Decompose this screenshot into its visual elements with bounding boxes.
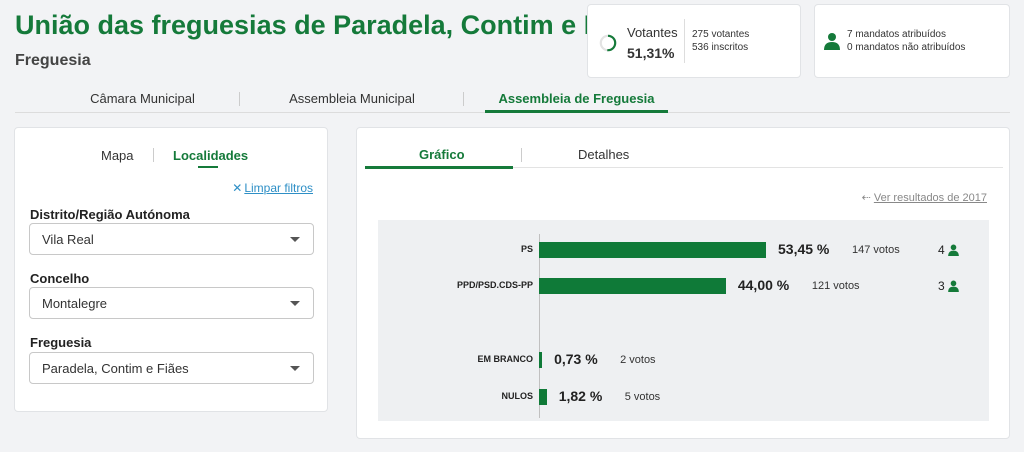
result-bar	[539, 242, 766, 258]
tab-divider	[153, 148, 154, 162]
result-votes: 5 votos	[624, 391, 661, 403]
tab-divider	[521, 148, 522, 162]
result-bar	[539, 389, 547, 405]
clear-filters-link[interactable]: ✕ Limpar filtros	[232, 181, 313, 195]
parish-value: Paradela, Contim e Fiães	[42, 361, 189, 376]
results-chart: PS 53,45 % 147 votos 4 PPD/PSD.CDS-PP 44,00 %…	[378, 220, 989, 421]
district-label: Distrito/Região Autónoma	[30, 207, 190, 222]
tab-mapa[interactable]: Mapa	[101, 148, 134, 163]
person-icon	[948, 280, 959, 292]
parish-select[interactable]: Paradela, Contim e Fiães	[29, 352, 314, 384]
municipality-value: Montalegre	[42, 296, 108, 311]
district-value: Vila Real	[42, 232, 94, 247]
main-tabs: Câmara Municipal Assembleia Municipal As…	[15, 87, 1010, 113]
active-tab-indicator	[198, 166, 218, 168]
page-title: União das freguesias de Paradela, Contim…	[15, 10, 653, 40]
result-votes: 2 votos	[620, 354, 656, 366]
turnout-label: Votantes	[627, 25, 678, 40]
result-percent: 53,45 %	[778, 241, 830, 257]
active-tab-indicator	[365, 166, 513, 169]
chevron-down-icon	[290, 366, 300, 371]
seat-count: 4	[938, 243, 945, 257]
seats-card: 7 mandatos atribuídos 0 mandatos não atr…	[814, 4, 1010, 78]
arrow-left-icon: ⇠	[861, 192, 874, 204]
clear-filters-label: Limpar filtros	[244, 181, 313, 195]
party-label: PS	[520, 244, 533, 254]
parish-label: Freguesia	[30, 335, 92, 350]
registered-count: 536 inscritos	[692, 42, 749, 53]
chevron-down-icon	[290, 301, 300, 306]
active-tab-indicator	[485, 110, 668, 113]
seats-unassigned: 0 mandatos não atribuídos	[847, 42, 966, 53]
result-percent: 44,00 %	[737, 277, 790, 293]
district-select[interactable]: Vila Real	[29, 223, 314, 255]
close-icon: ✕	[232, 181, 243, 195]
chevron-down-icon	[290, 237, 300, 242]
tab-grafico[interactable]: Gráfico	[419, 147, 465, 162]
tab-localidades[interactable]: Localidades	[173, 148, 249, 163]
tabs-baseline	[365, 167, 1003, 168]
filters-panel: Mapa Localidades ✕ Limpar filtros Distrit…	[14, 127, 328, 412]
tab-divider	[239, 92, 240, 106]
result-bar	[539, 352, 543, 368]
party-label: NULOS	[501, 391, 534, 401]
party-label: PPD/PSD.CDS-PP	[456, 280, 533, 290]
chart-axis	[539, 234, 540, 418]
tab-assembleia-municipal[interactable]: Assembleia Municipal	[289, 91, 415, 106]
turnout-card: Votantes 51,31% 275 votantes 536 inscrit…	[587, 4, 801, 78]
tab-divider	[463, 92, 464, 106]
turnout-percent: 51,31%	[627, 45, 675, 61]
page-subtitle: Freguesia	[15, 52, 91, 69]
tab-detalhes[interactable]: Detalhes	[578, 147, 630, 162]
party-label: EM BRANCO	[477, 354, 534, 364]
person-icon	[948, 244, 959, 256]
municipality-select[interactable]: Montalegre	[29, 287, 314, 319]
result-bar	[539, 278, 726, 294]
seat-count: 3	[938, 279, 945, 293]
result-votes: 121 votos	[811, 280, 860, 292]
tab-camara-municipal[interactable]: Câmara Municipal	[90, 91, 195, 106]
result-percent: 0,73 %	[554, 351, 598, 367]
previous-results-label: Ver resultados de 2017	[873, 192, 987, 204]
person-icon	[824, 33, 840, 50]
result-percent: 1,82 %	[558, 388, 603, 404]
results-panel: Gráfico Detalhes ⇠ Ver resultados de 201…	[356, 127, 1010, 439]
voters-count: 275 votantes	[692, 29, 750, 40]
tab-assembleia-freguesia[interactable]: Assembleia de Freguesia	[498, 91, 655, 106]
previous-results-link[interactable]: ⇠ Ver resultados de 2017	[862, 191, 987, 204]
result-votes: 147 votos	[852, 244, 900, 256]
seats-assigned: 7 mandatos atribuídos	[847, 29, 946, 40]
municipality-label: Concelho	[30, 271, 90, 286]
turnout-divider	[684, 19, 685, 63]
turnout-donut-icon	[599, 34, 617, 52]
